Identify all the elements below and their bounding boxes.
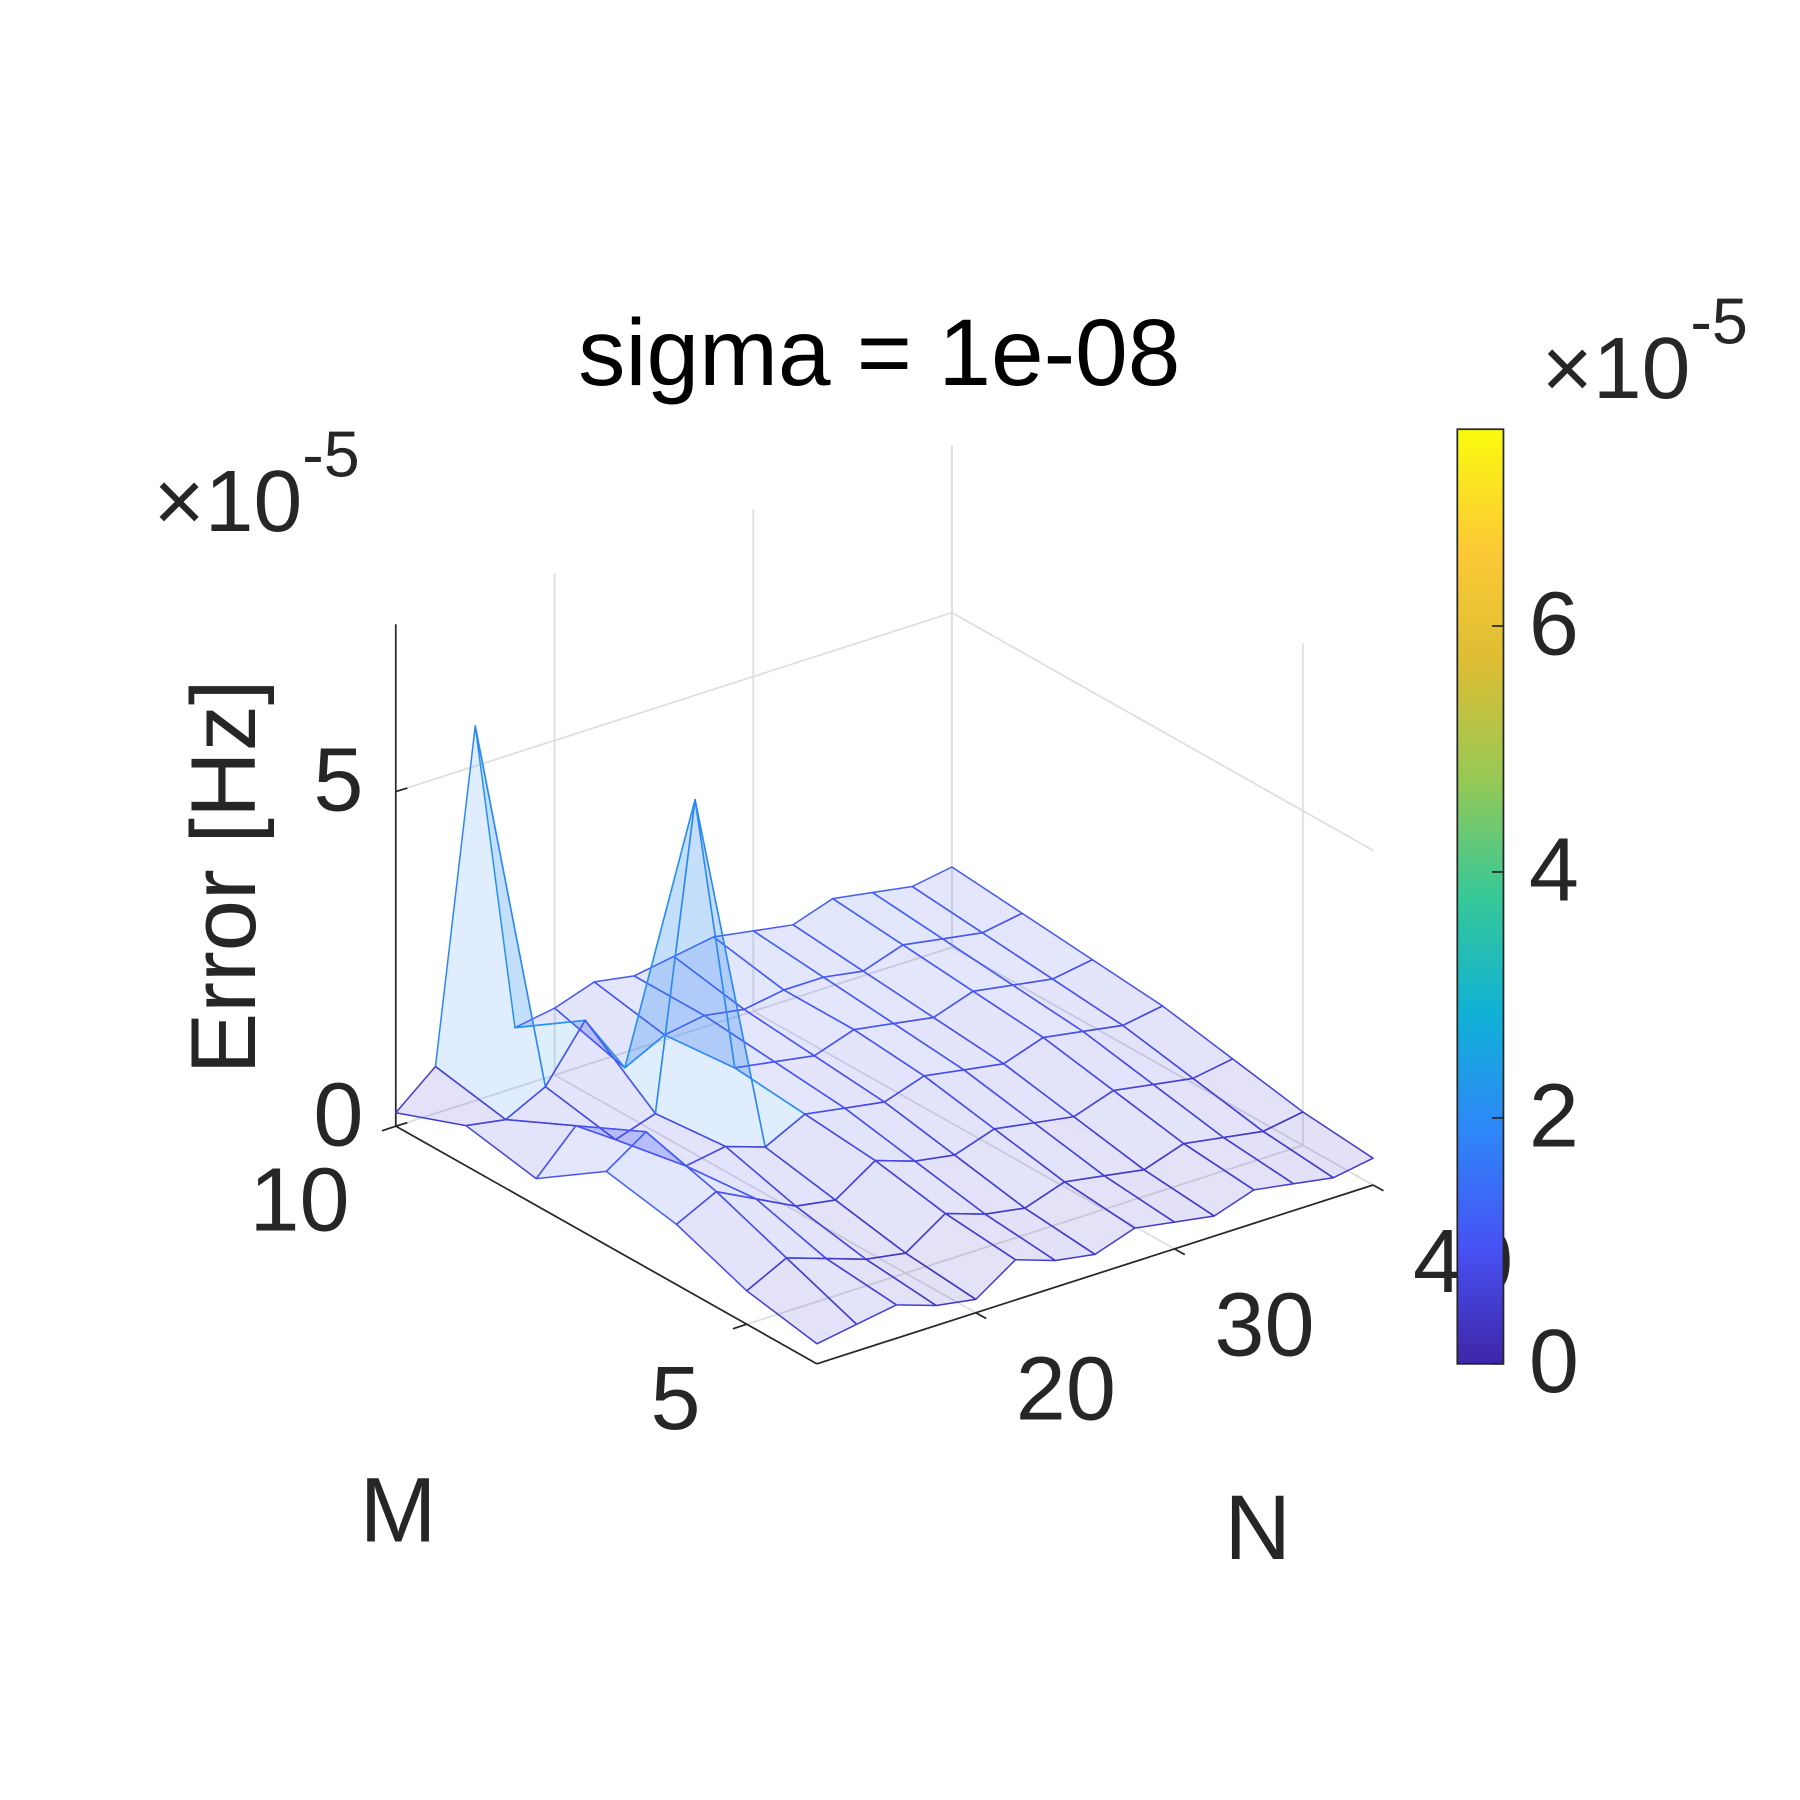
x-axis-label: N (1224, 1475, 1291, 1579)
y-tick (381, 1125, 397, 1132)
colorbar-tick-label: 6 (1529, 574, 1579, 674)
x-axis (816, 1184, 1374, 1365)
z-exponent-power: -5 (302, 418, 359, 490)
z-tick-label: 0 (313, 1065, 363, 1165)
z-axis-label: Error [Hz] (171, 680, 275, 1075)
z-exponent-base: ×10 (154, 452, 303, 550)
grid-line (746, 1144, 1304, 1326)
chart-title: sigma = 1e-08 (578, 300, 1180, 406)
colorbar-exponent-base: ×10 (1542, 319, 1691, 417)
colorbar (1456, 428, 1505, 1365)
grid-line (395, 946, 1374, 1186)
colorbar-tick-label: 4 (1529, 820, 1579, 920)
x-tick (1174, 1248, 1186, 1256)
z-tick-label: 5 (313, 731, 363, 831)
y-tick (732, 1323, 748, 1330)
x-tick-label: 20 (1016, 1340, 1116, 1440)
grid-line (395, 611, 1374, 852)
y-tick-label: 5 (651, 1349, 701, 1449)
z-tick (395, 787, 408, 793)
colorbar-tick-label: 2 (1529, 1066, 1579, 1166)
z-tick (395, 1121, 408, 1127)
y-tick-label: 10 (250, 1151, 350, 1251)
x-tick-label: 30 (1214, 1276, 1314, 1376)
surface-face (746, 1257, 858, 1345)
x-tick (975, 1311, 987, 1320)
surface-face (434, 725, 547, 1121)
colorbar-exponent-power: -5 (1690, 286, 1747, 358)
x-tick (1372, 1184, 1384, 1192)
colorbar-tick-label: 0 (1529, 1312, 1579, 1412)
y-axis-label: M (360, 1458, 437, 1562)
